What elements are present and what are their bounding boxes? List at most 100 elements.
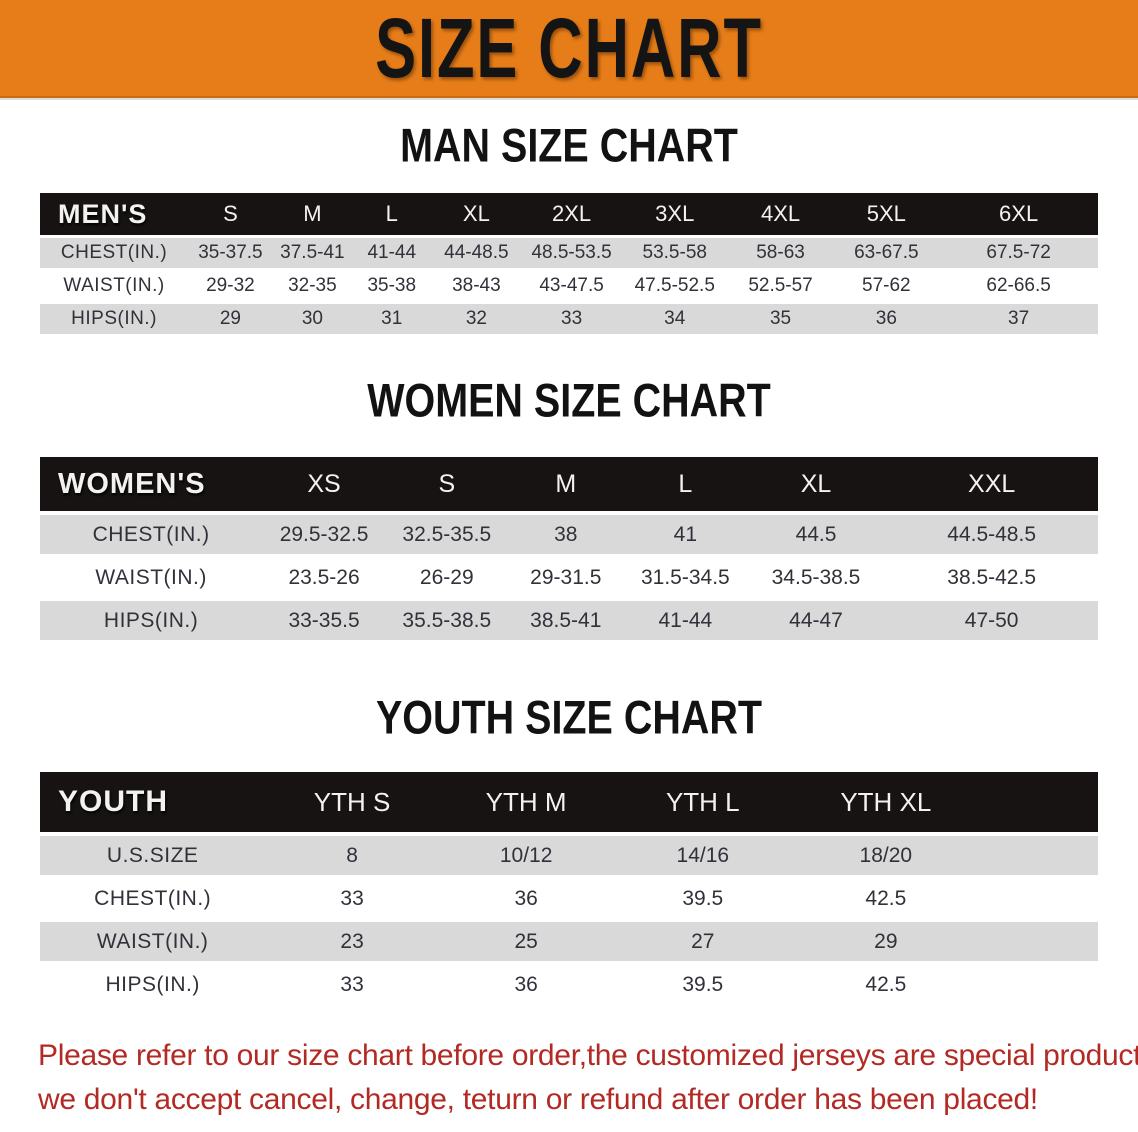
size-value-cell: 36 <box>438 965 614 1004</box>
size-value-cell: 23.5-26 <box>262 558 386 597</box>
size-value-cell: 33-35.5 <box>262 601 386 640</box>
size-column-header: YTH S <box>265 772 439 832</box>
size-column-header: L <box>352 193 432 235</box>
size-column-header: 2XL <box>521 193 622 235</box>
size-value-cell: 42.5 <box>792 965 980 1004</box>
youth-table-title: YOUTH <box>40 772 266 832</box>
size-value-cell: 29 <box>792 922 980 961</box>
size-value-cell: 8 <box>265 836 439 875</box>
size-value-cell: 29 <box>188 304 273 334</box>
size-column-header: 5XL <box>833 193 940 235</box>
row-label: WAIST(IN.) <box>40 558 263 597</box>
spacer-cell <box>979 922 1098 961</box>
size-value-cell: 44-48.5 <box>431 238 522 268</box>
youth-size-section: YOUTH SIZE CHART YOUTH YTH S YTH M YTH L YTH… <box>0 691 1138 1008</box>
size-value-cell: 37.5-41 <box>272 238 353 268</box>
youth-header-row: YOUTH YTH S YTH M YTH L YTH XL <box>40 772 1098 832</box>
youth-table-body: U.S.SIZE 8 10/12 14/16 18/20 CHEST(IN.) 33 36 39… <box>40 836 1098 1004</box>
size-value-cell: 31 <box>352 304 432 334</box>
size-value-cell: 41 <box>623 515 747 554</box>
spacer-cell <box>979 879 1098 918</box>
size-column-header: 3XL <box>621 193 728 235</box>
size-column-header: YTH XL <box>792 772 980 832</box>
size-value-cell: 30 <box>272 304 353 334</box>
size-value-cell: 52.5-57 <box>727 271 834 301</box>
size-column-header: XS <box>262 457 386 511</box>
size-value-cell: 41-44 <box>623 601 747 640</box>
size-column-header: XL <box>431 193 522 235</box>
men-size-section: MAN SIZE CHART MEN'S S M L XL 2XL 3XL 4XL 5XL 6XL… <box>0 119 1138 337</box>
size-column-header: S <box>188 193 273 235</box>
spacer-cell <box>979 965 1098 1004</box>
row-label: CHEST(IN.) <box>40 238 189 268</box>
size-column-header: M <box>272 193 353 235</box>
size-column-header: YTH L <box>613 772 793 832</box>
size-value-cell: 44-47 <box>746 601 886 640</box>
size-value-cell: 34 <box>621 304 728 334</box>
row-label: CHEST(IN.) <box>40 515 263 554</box>
size-value-cell: 38.5-42.5 <box>885 558 1098 597</box>
table-row: WAIST(IN.) 29-32 32-35 35-38 38-43 43-47.5 47.… <box>40 271 1098 301</box>
men-section-heading: MAN SIZE CHART <box>400 119 738 172</box>
men-header-row: MEN'S S M L XL 2XL 3XL 4XL 5XL 6XL <box>40 193 1098 235</box>
table-row: HIPS(IN.) 33-35.5 35.5-38.5 38.5-41 41-44 44-… <box>40 601 1098 640</box>
size-value-cell: 62-66.5 <box>939 271 1098 301</box>
size-column-header: L <box>623 457 747 511</box>
men-size-table: MEN'S S M L XL 2XL 3XL 4XL 5XL 6XL CHEST(IN.) 35-3… <box>40 190 1098 337</box>
size-value-cell: 58-63 <box>727 238 834 268</box>
size-column-header: XL <box>746 457 886 511</box>
row-label: CHEST(IN.) <box>40 879 266 918</box>
size-value-cell: 32.5-35.5 <box>385 515 508 554</box>
disclaimer-line-2: we don't accept cancel, change, teturn o… <box>38 1082 1038 1116</box>
size-value-cell: 32-35 <box>272 271 353 301</box>
size-value-cell: 33 <box>265 965 439 1004</box>
size-value-cell: 44.5 <box>746 515 886 554</box>
table-row: HIPS(IN.) 29 30 31 32 33 34 35 36 37 <box>40 304 1098 334</box>
size-column-header: 6XL <box>939 193 1098 235</box>
size-value-cell: 37 <box>939 304 1098 334</box>
size-column-header: YTH M <box>438 772 614 832</box>
table-row: CHEST(IN.) 35-37.5 37.5-41 41-44 44-48.5 48.5… <box>40 238 1098 268</box>
size-value-cell: 35.5-38.5 <box>385 601 508 640</box>
size-value-cell: 38 <box>507 515 624 554</box>
size-value-cell: 26-29 <box>385 558 508 597</box>
size-value-cell: 32 <box>431 304 522 334</box>
size-value-cell: 41-44 <box>352 238 432 268</box>
row-label: U.S.SIZE <box>40 836 266 875</box>
size-value-cell: 34.5-38.5 <box>746 558 886 597</box>
size-value-cell: 35 <box>727 304 834 334</box>
size-value-cell: 14/16 <box>613 836 793 875</box>
banner-title: SIZE CHART <box>375 0 763 96</box>
men-table-title: MEN'S <box>40 193 189 235</box>
size-value-cell: 43-47.5 <box>521 271 622 301</box>
size-value-cell: 29-32 <box>188 271 273 301</box>
size-value-cell: 63-67.5 <box>833 238 940 268</box>
table-row: HIPS(IN.) 33 36 39.5 42.5 <box>40 965 1098 1004</box>
size-column-header: 4XL <box>727 193 834 235</box>
size-value-cell: 38-43 <box>431 271 522 301</box>
size-column-header: M <box>507 457 624 511</box>
size-column-header: S <box>385 457 508 511</box>
size-value-cell: 44.5-48.5 <box>885 515 1098 554</box>
youth-size-table: YOUTH YTH S YTH M YTH L YTH XL U.S.SIZE 8 10/1… <box>40 768 1098 1008</box>
size-value-cell: 23 <box>265 922 439 961</box>
table-row: CHEST(IN.) 33 36 39.5 42.5 <box>40 879 1098 918</box>
size-value-cell: 57-62 <box>833 271 940 301</box>
size-value-cell: 38.5-41 <box>507 601 624 640</box>
women-table-title: WOMEN'S <box>40 457 263 511</box>
men-table-body: CHEST(IN.) 35-37.5 37.5-41 41-44 44-48.5 48.5… <box>40 238 1098 334</box>
row-label: WAIST(IN.) <box>40 271 189 301</box>
size-value-cell: 53.5-58 <box>621 238 728 268</box>
size-value-cell: 47-50 <box>885 601 1098 640</box>
size-value-cell: 42.5 <box>792 879 980 918</box>
size-value-cell: 10/12 <box>438 836 614 875</box>
spacer-cell <box>979 836 1098 875</box>
size-value-cell: 39.5 <box>613 965 793 1004</box>
disclaimer-line-1: Please refer to our size chart before or… <box>38 1039 1138 1072</box>
size-value-cell: 47.5-52.5 <box>621 271 728 301</box>
size-value-cell: 29.5-32.5 <box>262 515 386 554</box>
size-column-header: XXL <box>885 457 1098 511</box>
size-value-cell: 18/20 <box>792 836 980 875</box>
size-value-cell: 29-31.5 <box>507 558 624 597</box>
size-value-cell: 39.5 <box>613 879 793 918</box>
